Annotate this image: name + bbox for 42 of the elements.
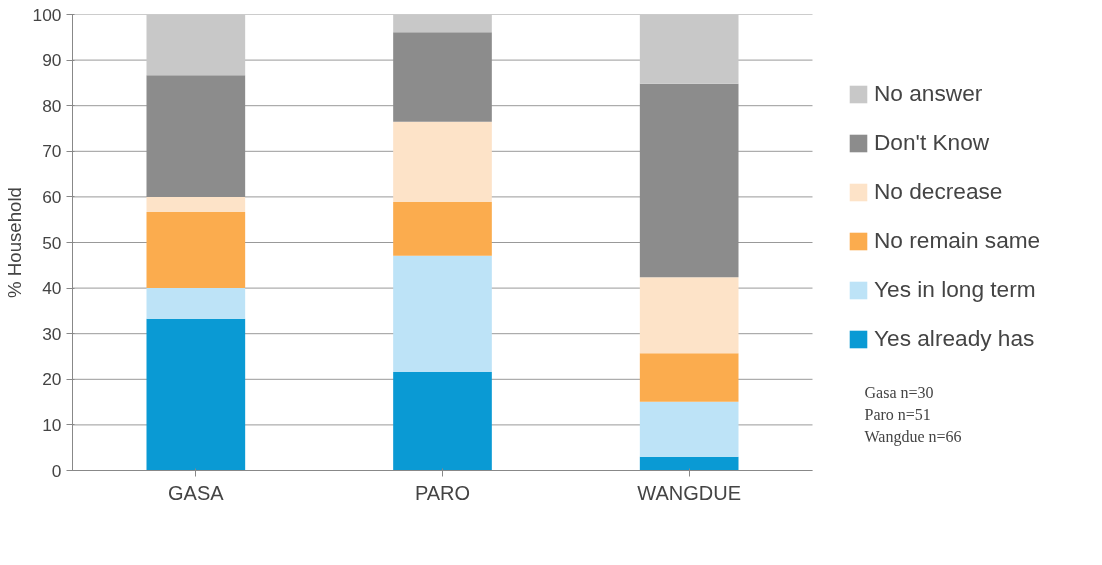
legend-label: No decrease	[874, 178, 1003, 205]
bar	[393, 201, 492, 256]
y-tick-label: 0	[51, 460, 62, 481]
bar	[639, 277, 739, 354]
x-tick-label: PARO	[414, 481, 471, 504]
bar	[639, 401, 739, 457]
y-tick-label: 100	[32, 4, 62, 25]
y-axis-title: % Household	[3, 187, 25, 298]
legend-label: Don't Know	[874, 129, 990, 156]
y-tick-label: 60	[42, 186, 62, 207]
bar	[393, 32, 492, 122]
y-tick-label: 80	[42, 95, 62, 116]
x-tick-label: GASA	[168, 481, 225, 504]
bar	[146, 75, 246, 197]
bar	[146, 211, 246, 289]
bar	[146, 288, 246, 319]
bar	[639, 83, 739, 278]
bar	[639, 353, 739, 402]
bar	[146, 14, 246, 76]
text: Paro n=51	[864, 405, 931, 423]
y-tick-label: 90	[42, 50, 62, 71]
bar	[393, 121, 492, 202]
legend-label: No answer	[874, 80, 983, 107]
y-tick-label: 10	[42, 414, 62, 435]
legend-label: Yes already has	[874, 325, 1035, 352]
bar	[393, 14, 492, 33]
bar	[146, 318, 246, 471]
legend-label: No remain same	[874, 227, 1041, 254]
bar	[146, 196, 246, 212]
y-tick-label: 50	[42, 232, 62, 253]
x-tick-label: WANGDUE	[637, 481, 742, 504]
bar	[639, 456, 739, 471]
text: Wangdue n=66	[864, 427, 962, 446]
bar	[393, 255, 492, 372]
y-tick-label: 20	[42, 369, 62, 390]
legend-label: Yes in long term	[874, 276, 1036, 303]
y-tick-label: 40	[42, 278, 62, 299]
y-tick-label: 70	[42, 141, 62, 162]
bar	[639, 14, 739, 84]
y-tick-label: 30	[42, 323, 62, 344]
bar	[393, 372, 492, 471]
text: Gasa n=30	[864, 383, 934, 401]
